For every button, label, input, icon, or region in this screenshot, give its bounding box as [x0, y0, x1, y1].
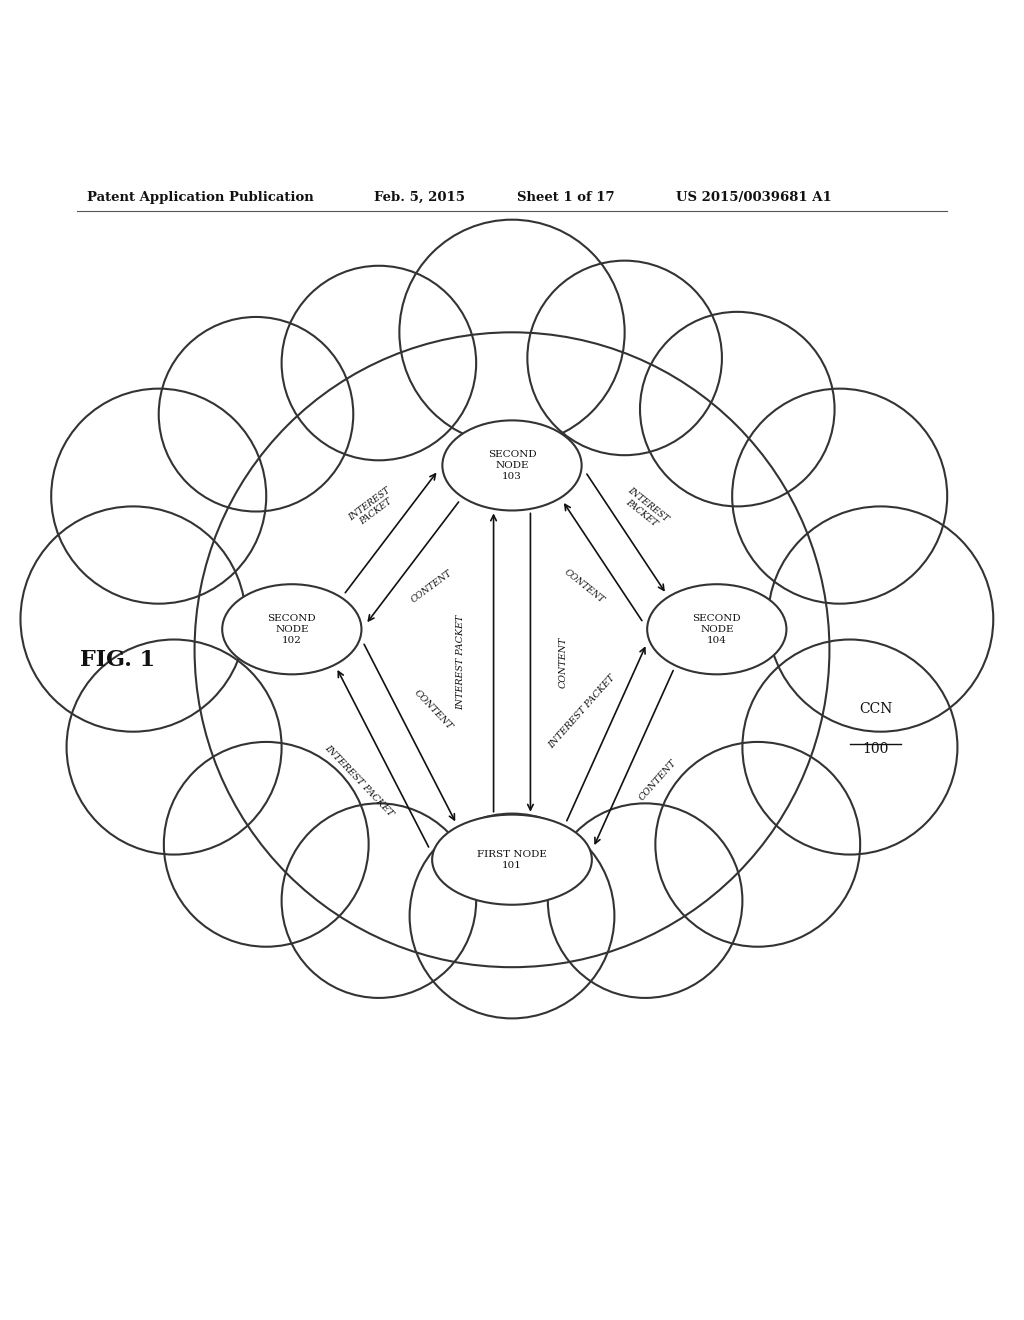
Ellipse shape: [647, 585, 786, 675]
Circle shape: [282, 804, 476, 998]
Circle shape: [67, 639, 282, 854]
Circle shape: [548, 804, 742, 998]
Ellipse shape: [222, 585, 361, 675]
Circle shape: [732, 388, 947, 603]
Text: INTEREST PACKET: INTEREST PACKET: [457, 615, 465, 710]
Text: SECOND
NODE
103: SECOND NODE 103: [487, 450, 537, 480]
Circle shape: [51, 388, 266, 603]
Text: INTEREST PACKET: INTEREST PACKET: [324, 743, 395, 818]
Text: CCN: CCN: [859, 702, 892, 717]
Text: INTEREST PACKET: INTEREST PACKET: [547, 673, 616, 750]
Text: CONTENT: CONTENT: [413, 689, 455, 733]
Text: CONTENT: CONTENT: [638, 758, 679, 801]
Circle shape: [159, 317, 353, 512]
Circle shape: [164, 742, 369, 946]
Text: US 2015/0039681 A1: US 2015/0039681 A1: [676, 190, 831, 203]
Circle shape: [195, 333, 829, 968]
Circle shape: [282, 265, 476, 461]
Circle shape: [399, 219, 625, 445]
Text: Feb. 5, 2015: Feb. 5, 2015: [374, 190, 465, 203]
Circle shape: [640, 312, 835, 507]
Text: CONTENT: CONTENT: [559, 636, 567, 688]
Text: Patent Application Publication: Patent Application Publication: [87, 190, 313, 203]
Text: SECOND
NODE
104: SECOND NODE 104: [692, 614, 741, 645]
Text: INTEREST
PACKET: INTEREST PACKET: [620, 486, 671, 532]
Text: CONTENT: CONTENT: [562, 568, 605, 605]
Text: Sheet 1 of 17: Sheet 1 of 17: [517, 190, 614, 203]
Circle shape: [655, 742, 860, 946]
Text: SECOND
NODE
102: SECOND NODE 102: [267, 614, 316, 645]
Circle shape: [768, 507, 993, 731]
Circle shape: [410, 813, 614, 1019]
Text: CONTENT: CONTENT: [409, 569, 454, 605]
Text: INTEREST
PACKET: INTEREST PACKET: [347, 486, 398, 531]
Text: FIRST NODE
101: FIRST NODE 101: [477, 850, 547, 870]
Circle shape: [742, 639, 957, 854]
Ellipse shape: [432, 814, 592, 904]
Text: 100: 100: [862, 742, 889, 756]
Circle shape: [527, 260, 722, 455]
Text: FIG. 1: FIG. 1: [80, 649, 156, 671]
Circle shape: [20, 507, 246, 731]
Ellipse shape: [442, 420, 582, 511]
